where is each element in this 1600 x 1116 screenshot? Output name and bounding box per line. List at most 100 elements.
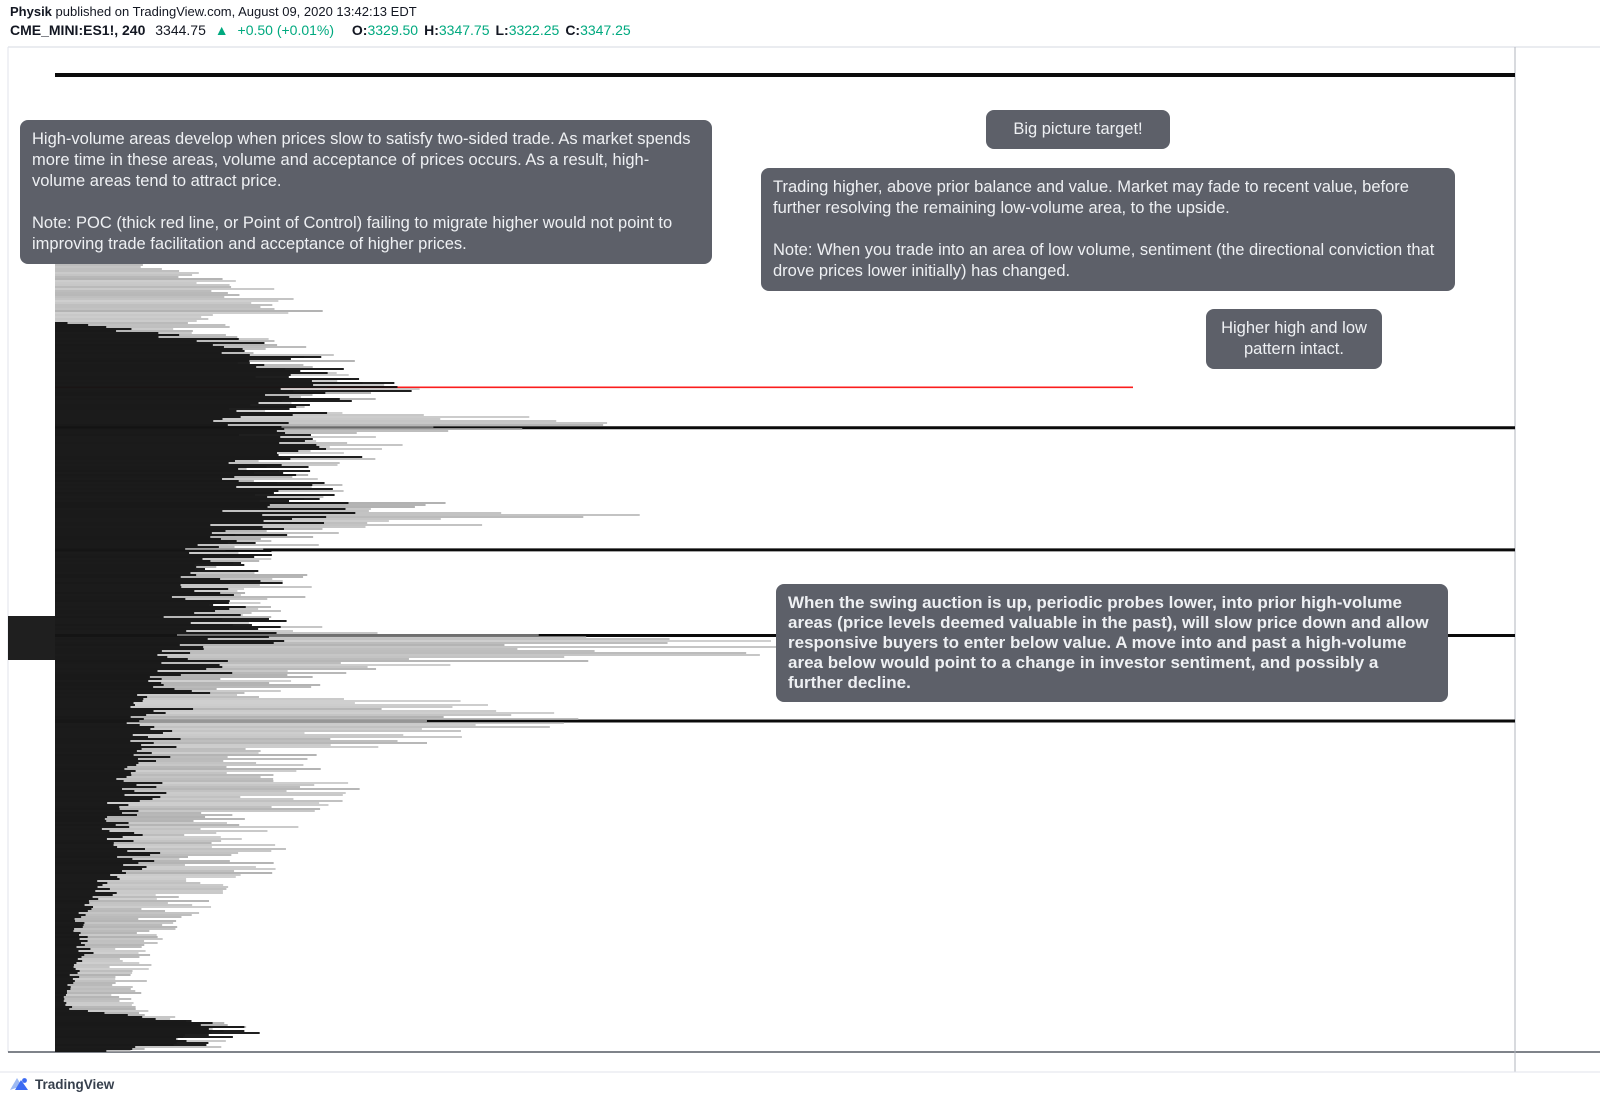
volume-profile-black-row bbox=[55, 978, 73, 980]
volume-profile-black-row bbox=[55, 324, 89, 326]
volume-profile-gray-row bbox=[55, 964, 152, 966]
volume-profile-gray-row bbox=[55, 844, 276, 846]
volume-profile-gray-row bbox=[55, 826, 299, 828]
volume-profile-black-row bbox=[8, 658, 188, 660]
volume-profile-gray-row bbox=[55, 324, 226, 326]
volume-profile-gray-row bbox=[55, 776, 261, 778]
volume-profile-gray-row bbox=[55, 714, 512, 716]
volume-profile-gray-row bbox=[55, 316, 202, 318]
volume-profile-black-row bbox=[55, 514, 263, 516]
volume-profile-black-row bbox=[55, 480, 239, 482]
volume-profile-gray-row bbox=[55, 664, 451, 666]
volume-profile-gray-row bbox=[55, 428, 523, 430]
volume-profile-black-row bbox=[55, 1050, 107, 1052]
volume-profile-black-row bbox=[55, 966, 74, 968]
volume-profile-black-row bbox=[55, 838, 107, 840]
volume-profile-black-row bbox=[55, 448, 327, 450]
volume-profile-black-row bbox=[55, 586, 182, 588]
volume-profile-black-row bbox=[55, 836, 123, 838]
volume-profile-black-row bbox=[55, 734, 133, 736]
volume-profile-black-row bbox=[55, 994, 66, 996]
volume-profile-black-row bbox=[55, 572, 191, 574]
callout-big-picture-target[interactable]: Big picture target! bbox=[986, 110, 1170, 149]
volume-profile-black-row bbox=[55, 360, 250, 362]
volume-profile-black-row bbox=[55, 334, 180, 336]
footer-brand[interactable]: TradingView bbox=[8, 1076, 114, 1092]
volume-profile-gray-row bbox=[55, 884, 224, 886]
volume-profile-gray-row bbox=[55, 298, 294, 300]
volume-profile-black-row bbox=[8, 634, 177, 636]
volume-profile-black-row bbox=[55, 518, 293, 520]
volume-profile-black-row bbox=[55, 366, 257, 368]
volume-profile-gray-row bbox=[55, 766, 227, 768]
volume-profile-black-row bbox=[55, 878, 120, 880]
volume-profile-black-row bbox=[55, 346, 224, 348]
volume-profile-black-row bbox=[55, 494, 335, 496]
volume-profile-black-row bbox=[55, 800, 140, 802]
open-value: 3329.50 bbox=[367, 22, 419, 38]
callout-higher-high[interactable]: Higher high and low pattern intact. bbox=[1206, 309, 1382, 369]
volume-profile-black-row bbox=[55, 438, 313, 440]
volume-profile-black-row bbox=[55, 712, 166, 714]
volume-profile-black-row bbox=[55, 1004, 66, 1006]
symbol-interval[interactable]: CME_MINI:ES1!, 240 bbox=[10, 22, 146, 38]
volume-profile-gray-row bbox=[55, 724, 476, 726]
volume-profile-black-row bbox=[8, 648, 204, 650]
volume-profile-gray-row bbox=[55, 726, 550, 728]
volume-profile-black-row bbox=[55, 782, 163, 784]
volume-profile-gray-row bbox=[55, 284, 230, 286]
volume-profile-black-row bbox=[55, 952, 94, 954]
volume-profile-gray-row bbox=[55, 910, 166, 912]
volume-profile-black-row bbox=[55, 1018, 156, 1020]
volume-profile-black-row bbox=[55, 1032, 260, 1034]
volume-profile-gray-row bbox=[55, 646, 833, 648]
volume-profile-gray-row bbox=[55, 862, 274, 864]
volume-profile-black-row bbox=[8, 642, 274, 644]
volume-profile-black-row bbox=[55, 986, 71, 988]
volume-profile-gray-row bbox=[55, 676, 313, 678]
volume-profile-gray-row bbox=[55, 892, 223, 894]
volume-profile-black-row bbox=[55, 942, 81, 944]
volume-profile-black-row bbox=[55, 894, 113, 896]
volume-profile-black-row bbox=[55, 478, 223, 480]
volume-profile-gray-row bbox=[55, 696, 259, 698]
close-value: 3347.25 bbox=[580, 22, 631, 38]
volume-profile-gray-row bbox=[55, 1010, 149, 1012]
volume-profile-black-row bbox=[8, 618, 269, 620]
volume-profile-black-row bbox=[55, 352, 222, 354]
volume-profile-black-row bbox=[55, 550, 272, 552]
volume-profile-black-row bbox=[55, 1030, 245, 1032]
volume-profile-black-row bbox=[55, 556, 255, 558]
callout-paragraph: Note: When you trade into an area of low… bbox=[773, 241, 1435, 280]
callout-high-volume-note[interactable]: High-volume areas develop when prices sl… bbox=[20, 120, 712, 264]
volume-profile-gray-row bbox=[55, 872, 273, 874]
volume-profile-black-row bbox=[55, 454, 279, 456]
volume-profile-black-row bbox=[55, 412, 328, 414]
volume-profile-black-row bbox=[55, 758, 138, 760]
volume-profile-gray-row bbox=[55, 586, 312, 588]
volume-profile-gray-row bbox=[55, 870, 235, 872]
volume-profile-black-row bbox=[55, 696, 148, 698]
volume-profile-gray-row bbox=[55, 416, 530, 418]
volume-profile-gray-row bbox=[55, 742, 427, 744]
volume-profile-gray-row bbox=[55, 698, 344, 700]
volume-profile-black-row bbox=[55, 574, 197, 576]
callout-trading-higher[interactable]: Trading higher, above prior balance and … bbox=[761, 168, 1455, 291]
volume-profile-black-row bbox=[55, 944, 85, 946]
volume-profile-gray-row bbox=[55, 842, 212, 844]
volume-profile-black-row bbox=[55, 1024, 201, 1026]
callout-paragraph: Big picture target! bbox=[1013, 120, 1143, 138]
volume-profile-gray-row bbox=[55, 656, 565, 658]
volume-profile-black-row bbox=[55, 798, 153, 800]
volume-profile-gray-row bbox=[55, 986, 133, 988]
volume-profile-black-row bbox=[55, 672, 233, 674]
callout-swing-auction[interactable]: When the swing auction is up, periodic p… bbox=[776, 584, 1448, 702]
volume-profile-black-row bbox=[55, 600, 230, 602]
volume-profile-gray-row bbox=[55, 958, 120, 960]
volume-profile-black-row bbox=[55, 980, 75, 982]
volume-profile-black-row bbox=[55, 1000, 64, 1002]
last-price: 3344.75 bbox=[155, 22, 206, 38]
volume-profile-black-row bbox=[55, 898, 99, 900]
volume-profile-black-row bbox=[55, 740, 131, 742]
